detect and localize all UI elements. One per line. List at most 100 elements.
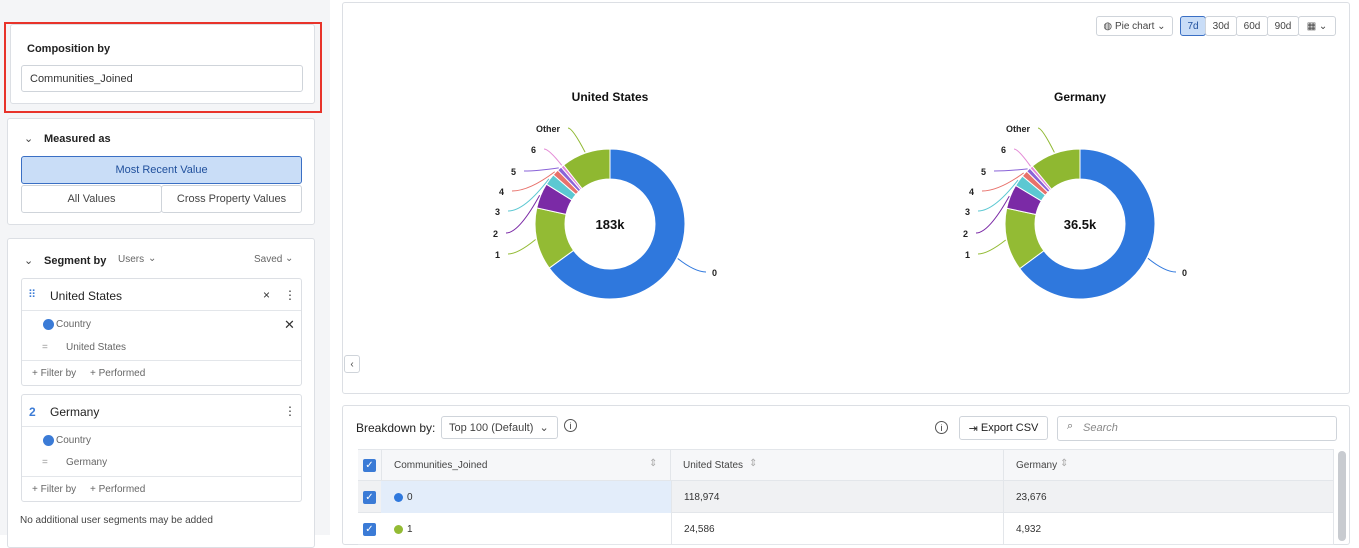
collapse-button[interactable]: ‹ [344, 355, 360, 373]
column-header[interactable]: United States [671, 449, 1004, 481]
menu-button[interactable]: ⋮ [284, 288, 296, 302]
total-label: 36.5k [1064, 217, 1097, 232]
performed[interactable]: + Performed [90, 484, 146, 495]
donut-slice [548, 148, 686, 300]
info-icon[interactable]: i [935, 421, 948, 434]
scrollbar [1338, 451, 1346, 541]
export-button[interactable]: ⇥ Export CSV [959, 416, 1048, 440]
sort-icon[interactable]: ⇕ [749, 458, 758, 469]
table-header [358, 449, 1334, 481]
slice-label: 1 [965, 250, 970, 260]
slice-label: 0 [1182, 268, 1187, 278]
segment-number: 2 [29, 405, 36, 419]
filter-value: Germany [66, 457, 108, 468]
check: ✓ [363, 459, 376, 472]
column-header[interactable]: Germany [1004, 449, 1334, 481]
leader-line [507, 178, 550, 212]
slice-label: 4 [499, 187, 504, 197]
sort-icon[interactable]: ⇕ [1060, 458, 1069, 469]
measure-option[interactable]: All Values [21, 185, 162, 213]
property-input[interactable]: Communities_Joined [21, 65, 303, 92]
filter-by[interactable]: + Filter by [32, 368, 77, 379]
info-icon[interactable]: i [564, 419, 577, 432]
measured-panel: ⌄ Measured as Most Recent Value All Valu… [7, 118, 315, 225]
chart-title: United States [572, 90, 649, 104]
segment-name: Germany [50, 405, 100, 419]
search-placeholder: Search [1083, 422, 1118, 434]
measure-option[interactable]: Most Recent Value [21, 156, 302, 184]
slice-label: 3 [965, 207, 970, 217]
chevron: ⌄ [285, 253, 294, 264]
search-icon: ⌕ [1067, 420, 1074, 432]
series-dot [394, 493, 403, 502]
cell: 24,586 [671, 513, 1004, 545]
slice-label: Other [536, 124, 561, 134]
property-icon [43, 319, 54, 330]
checkbox[interactable]: ✓ [363, 491, 376, 504]
slice-label: Other [1006, 124, 1031, 134]
divider [22, 360, 301, 361]
row-highlight [381, 481, 671, 513]
filter-property: Country [56, 319, 92, 330]
leader-line [981, 172, 1025, 192]
slice-label: 5 [981, 167, 986, 177]
donut-slice [562, 148, 611, 190]
measure-option[interactable]: Cross Property Values [161, 185, 302, 213]
cell: 23,676 [1004, 481, 1334, 513]
checkbox[interactable]: ✓ [363, 523, 376, 536]
table-panel: Breakdown by: Top 100 (Default) ⌄ i i ⇥ … [342, 405, 1350, 545]
leader-line [977, 179, 1019, 212]
drag-handle[interactable]: ⠿ [28, 289, 37, 301]
slice-label: 2 [493, 229, 498, 239]
chevron: ⌄ [533, 422, 549, 434]
property-icon [43, 435, 54, 446]
leader-line [511, 171, 556, 192]
chart-title: Germany [1054, 90, 1106, 104]
range-button[interactable]: 60d [1236, 16, 1268, 36]
leader-line [993, 168, 1028, 172]
slice-label: 1 [495, 250, 500, 260]
composition-title: Composition by [27, 43, 111, 55]
remove-button[interactable]: × [263, 288, 271, 302]
donut-slice [1018, 148, 1156, 300]
chart-panel: ◍ Pie chart ⌄ 7d 30d 60d 90d ▦ ⌄ ‹ [342, 2, 1350, 394]
filter-operator: = [42, 342, 48, 353]
chart-type-button[interactable]: ◍ Pie chart ⌄ [1096, 16, 1173, 36]
menu-button[interactable]: ⋮ [284, 404, 296, 418]
breakdown-dropdown[interactable]: Top 100 (Default) ⌄ [441, 416, 558, 439]
sort-icon[interactable]: ⇕ [649, 458, 658, 469]
checkbox[interactable]: ✓ [363, 459, 376, 472]
slice-label: 2 [963, 229, 968, 239]
remove-filter[interactable]: ✕ [284, 317, 295, 332]
donut-slice [1031, 148, 1081, 190]
check: ✓ [363, 491, 376, 504]
chart-type: Pie chart [1114, 20, 1155, 32]
leader-line [1037, 127, 1055, 153]
slice-label: 6 [1001, 145, 1006, 155]
filter-property: Country [56, 435, 92, 446]
total-label: 183k [596, 217, 626, 232]
calendar-button[interactable]: ▦ ⌄ [1298, 16, 1336, 36]
scope-dropdown[interactable]: Users [118, 254, 145, 265]
leader-line [677, 258, 707, 273]
divider [22, 476, 301, 477]
chevron: ⌄ [24, 255, 34, 267]
search-input[interactable] [1057, 416, 1337, 441]
icon: ◍ [1103, 20, 1115, 32]
series-dot [394, 525, 403, 534]
leader-line [977, 239, 1007, 255]
saved-dropdown[interactable]: Saved [254, 254, 283, 265]
leader-line [567, 127, 586, 153]
cell: 1 [407, 523, 413, 535]
chevron: ⌄ [148, 253, 157, 264]
leader-line [523, 167, 559, 172]
measured-title: Measured as [44, 133, 111, 145]
leader-line [543, 148, 563, 166]
leader-line [507, 239, 536, 255]
column-header[interactable]: Communities_Joined [381, 449, 671, 481]
performed[interactable]: + Performed [90, 368, 146, 379]
filter-operator: = [42, 457, 48, 468]
check: ✓ [363, 523, 376, 536]
export-label: Export CSV [980, 422, 1039, 434]
filter-by[interactable]: + Filter by [32, 484, 77, 495]
